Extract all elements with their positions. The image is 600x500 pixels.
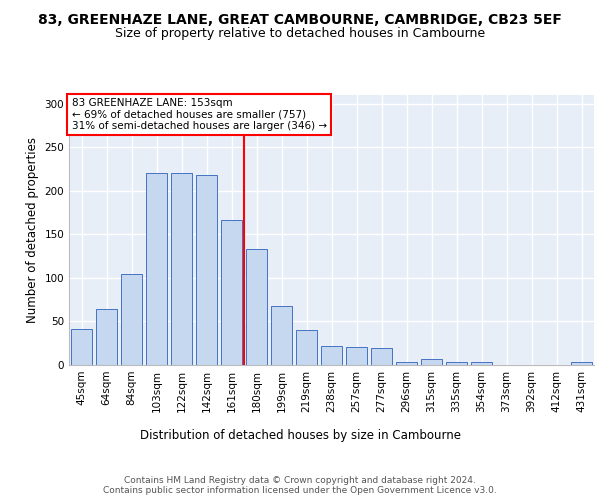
Bar xyxy=(171,172,192,365)
Bar xyxy=(96,310,117,365)
Text: 83 GREENHAZE LANE: 153sqm
← 69% of detached houses are smaller (757)
31% of semi: 83 GREENHAZE LANE: 153sqm ← 69% of detac… xyxy=(71,98,327,131)
Bar xyxy=(121,274,142,365)
Bar xyxy=(221,220,242,365)
Bar xyxy=(571,362,592,365)
Bar xyxy=(71,330,92,365)
Bar xyxy=(246,249,267,365)
Bar xyxy=(371,348,392,365)
Text: Distribution of detached houses by size in Cambourne: Distribution of detached houses by size … xyxy=(139,428,461,442)
Text: 83, GREENHAZE LANE, GREAT CAMBOURNE, CAMBRIDGE, CB23 5EF: 83, GREENHAZE LANE, GREAT CAMBOURNE, CAM… xyxy=(38,12,562,26)
Bar xyxy=(471,362,492,365)
Bar xyxy=(321,346,342,365)
Bar xyxy=(346,346,367,365)
Text: Contains HM Land Registry data © Crown copyright and database right 2024.
Contai: Contains HM Land Registry data © Crown c… xyxy=(103,476,497,495)
Bar xyxy=(296,330,317,365)
Text: Size of property relative to detached houses in Cambourne: Size of property relative to detached ho… xyxy=(115,28,485,40)
Bar xyxy=(196,175,217,365)
Bar xyxy=(146,172,167,365)
Bar xyxy=(446,362,467,365)
Bar xyxy=(271,306,292,365)
Bar xyxy=(421,359,442,365)
Bar xyxy=(396,362,417,365)
Y-axis label: Number of detached properties: Number of detached properties xyxy=(26,137,39,323)
